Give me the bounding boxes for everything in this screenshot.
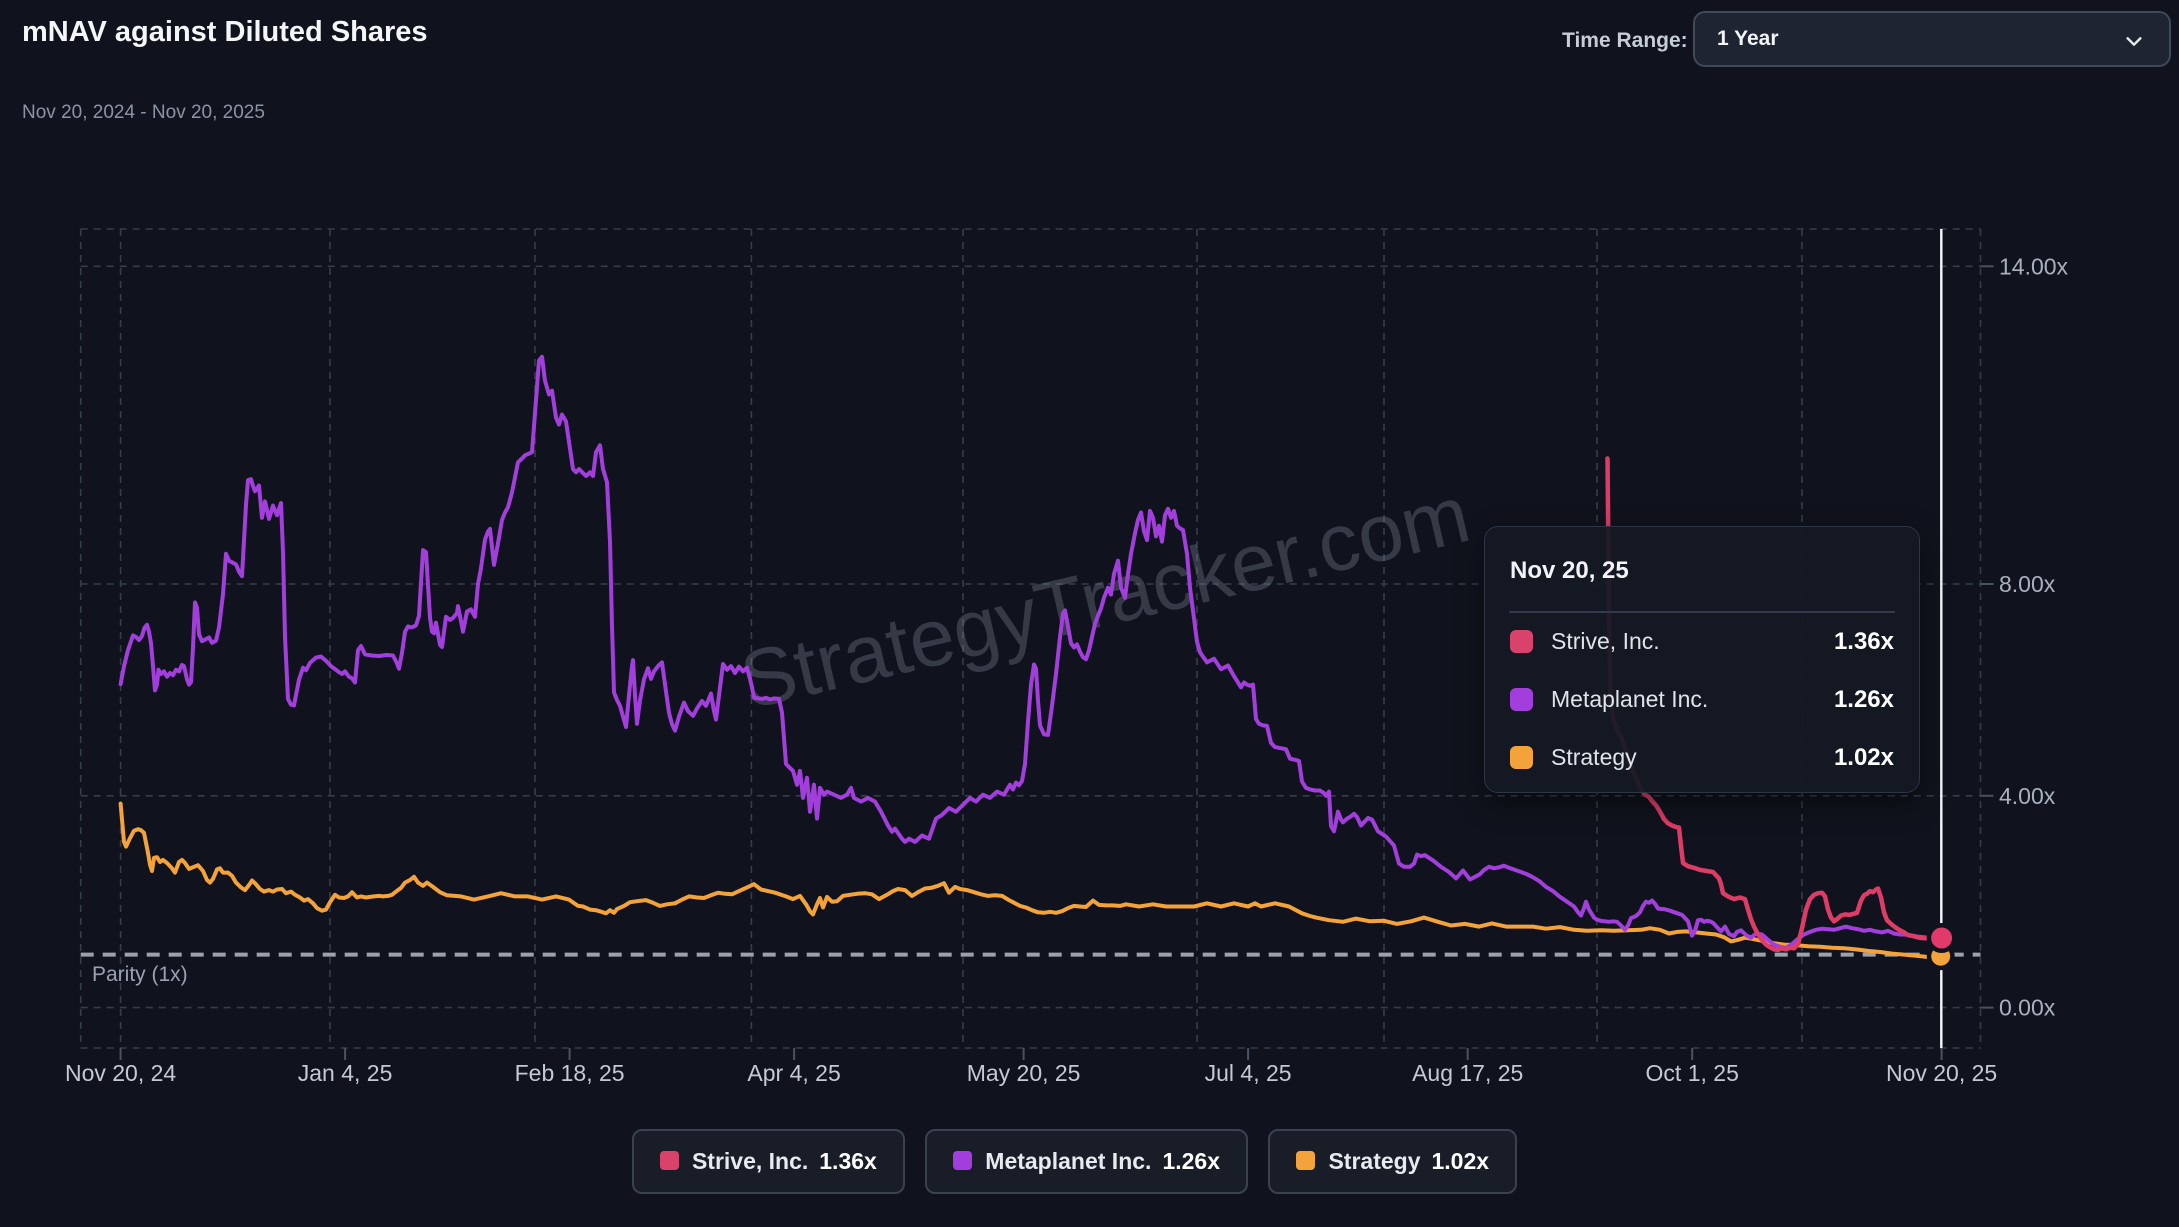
svg-text:Oct 1, 25: Oct 1, 25 [1646,1060,1739,1086]
svg-text:Aug 17, 25: Aug 17, 25 [1412,1060,1523,1086]
svg-text:8.00x: 8.00x [1999,571,2056,597]
svg-text:May 20, 25: May 20, 25 [967,1060,1081,1086]
svg-text:Jan 4, 25: Jan 4, 25 [298,1060,393,1086]
svg-text:Feb 18, 25: Feb 18, 25 [515,1060,625,1086]
svg-text:14.00x: 14.00x [1999,253,2069,279]
svg-text:Nov 20, 24: Nov 20, 24 [65,1060,176,1086]
svg-text:Jul 4, 25: Jul 4, 25 [1205,1060,1292,1086]
svg-text:0.00x: 0.00x [1999,995,2056,1021]
svg-text:Apr 4, 25: Apr 4, 25 [747,1060,840,1086]
svg-text:4.00x: 4.00x [1999,783,2056,809]
svg-text:Nov 20, 25: Nov 20, 25 [1886,1060,1997,1086]
svg-text:Parity (1x): Parity (1x) [92,963,188,986]
